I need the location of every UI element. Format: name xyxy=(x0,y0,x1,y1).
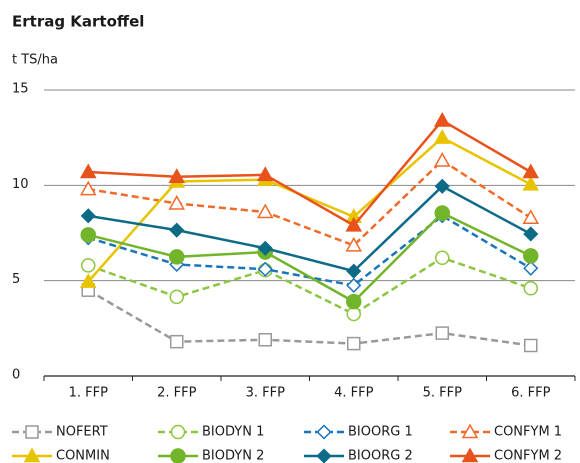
data-point xyxy=(168,194,186,210)
legend-marker xyxy=(316,424,332,440)
chart-title: Ertrag Kartoffel xyxy=(12,13,144,31)
y-tick-label: 15 xyxy=(12,82,29,97)
x-tick-label: 6. FFP xyxy=(511,386,550,401)
legend-label: BIOORG 1 xyxy=(348,425,413,440)
data-point xyxy=(345,216,363,232)
legend-marker xyxy=(23,447,41,463)
data-point xyxy=(256,166,274,182)
data-point xyxy=(257,261,273,277)
series-line xyxy=(88,158,532,247)
y-tick-label: 0 xyxy=(12,368,20,383)
data-point xyxy=(434,205,450,221)
legend-marker xyxy=(170,424,186,440)
data-point xyxy=(435,250,450,266)
data-point xyxy=(433,152,451,167)
x-tick-label: 3. FFP xyxy=(246,386,285,401)
x-tick-label: 5. FFP xyxy=(423,386,462,401)
data-point xyxy=(524,338,538,353)
legend-label: BIODYN 1 xyxy=(202,425,264,440)
data-point xyxy=(347,336,361,351)
data-point xyxy=(522,163,540,179)
data-point xyxy=(523,260,539,276)
legend-label: BIODYN 2 xyxy=(202,449,264,463)
y-tick-label: 10 xyxy=(12,177,29,192)
series-line xyxy=(88,184,532,273)
y-tick-label: 5 xyxy=(12,272,20,287)
data-point xyxy=(346,306,361,322)
data-point xyxy=(256,203,274,219)
data-point xyxy=(522,209,540,224)
data-point xyxy=(169,222,185,238)
x-tick-label: 1. FFP xyxy=(69,386,108,401)
series-line xyxy=(87,289,531,347)
x-tick-label: 2. FFP xyxy=(157,386,196,401)
data-point xyxy=(433,129,451,144)
data-point xyxy=(435,326,449,340)
data-point xyxy=(170,334,184,349)
legend-marker xyxy=(461,447,479,463)
legend-marker xyxy=(25,425,39,439)
legend-marker xyxy=(316,448,332,463)
data-point xyxy=(80,208,96,224)
legend-marker xyxy=(461,423,479,439)
data-point xyxy=(346,293,362,310)
data-point xyxy=(523,248,539,264)
data-point xyxy=(346,263,362,279)
legend-label: CONFYM 2 xyxy=(494,449,562,463)
data-point xyxy=(169,249,185,265)
data-point xyxy=(169,289,184,305)
series-line xyxy=(87,211,532,304)
legend-label: BIOORG 2 xyxy=(348,449,413,463)
data-point xyxy=(346,277,362,293)
data-point xyxy=(79,273,97,288)
y-axis-label: t TS/ha xyxy=(12,53,58,68)
x-tick-label: 4. FFP xyxy=(334,386,373,401)
data-point xyxy=(257,240,273,256)
series-line xyxy=(88,118,532,227)
legend-label: CONFYM 1 xyxy=(494,425,562,440)
legend-label: CONMIN xyxy=(56,449,110,463)
data-point xyxy=(523,281,538,296)
series-line xyxy=(87,256,532,316)
data-point xyxy=(80,227,96,243)
data-point xyxy=(523,226,539,242)
series-line xyxy=(87,136,532,283)
data-point xyxy=(258,333,272,347)
legend-marker xyxy=(170,448,186,463)
data-point xyxy=(345,236,363,252)
data-point xyxy=(433,111,451,127)
data-point xyxy=(81,258,96,273)
data-point xyxy=(522,175,540,191)
data-point xyxy=(79,180,97,196)
data-point xyxy=(168,168,186,184)
data-point xyxy=(434,178,450,194)
data-point xyxy=(79,163,97,179)
legend-label: NOFERT xyxy=(56,425,108,440)
